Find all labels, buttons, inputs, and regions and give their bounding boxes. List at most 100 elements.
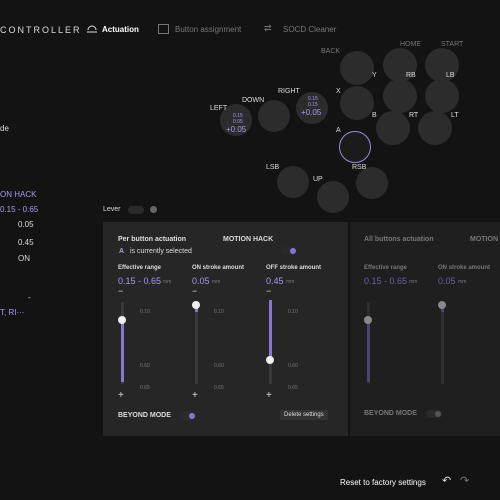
right-value: 0.15 xyxy=(308,102,318,108)
minus: − xyxy=(118,286,124,296)
left-value: +0.05 xyxy=(226,125,247,134)
tick-label: 0.60 xyxy=(140,363,150,369)
plus: + xyxy=(192,390,198,401)
slider-fill xyxy=(121,320,124,382)
column-value: 0.05 xyxy=(192,276,210,286)
reset-button[interactable]: Reset to factory settings xyxy=(340,478,426,487)
column-label: ON stroke amount xyxy=(438,265,491,271)
tick-label: 0.65 xyxy=(288,385,298,391)
selected-button: A xyxy=(119,248,125,255)
button-label: Y xyxy=(372,72,377,79)
tick-label: 0.60 xyxy=(288,363,298,369)
column-unit: mm xyxy=(163,279,172,285)
beyond-mode: BEYOND MODE xyxy=(364,410,417,417)
column-label: ON stroke amount xyxy=(192,265,245,271)
sidebar-item: T, RI··· xyxy=(0,308,25,317)
slider-knob xyxy=(192,301,200,309)
tab-icon: ⇄ xyxy=(264,23,272,33)
button-label: HOME xyxy=(400,41,421,48)
slider-knob xyxy=(438,301,446,309)
plus: + xyxy=(266,390,272,401)
slider-knob xyxy=(118,316,126,324)
slider-fill xyxy=(269,300,272,360)
button-label: LB xyxy=(446,72,455,79)
beyond-toggle[interactable] xyxy=(426,410,442,418)
motion-hack: MOTION HACK xyxy=(223,236,274,243)
slider-knob xyxy=(266,356,274,364)
sidebar-item: 0.45 xyxy=(18,238,34,247)
button-label: RIGHT xyxy=(278,88,300,95)
button-label: LT xyxy=(451,112,459,119)
sidebar-item: - xyxy=(28,293,31,302)
tick-label: 0.65 xyxy=(214,385,224,391)
slider-track xyxy=(441,302,444,384)
brand: CONTROLLER xyxy=(0,25,82,35)
sidebar-item: ON xyxy=(18,254,30,263)
button-circle xyxy=(418,111,452,145)
sidebar-item: de xyxy=(0,124,9,133)
button-label: LSB xyxy=(266,164,280,171)
button-circle xyxy=(220,104,252,136)
button-circle xyxy=(376,111,410,145)
tab[interactable]: Button assignment xyxy=(175,25,242,34)
button-label: RT xyxy=(409,112,419,119)
column-value: 0.15 - 0.65 xyxy=(364,276,408,286)
beyond-toggle[interactable] xyxy=(180,412,196,420)
motion-toggle[interactable] xyxy=(281,247,297,255)
right-value: +0.05 xyxy=(301,108,322,117)
column-unit: mm xyxy=(409,279,418,285)
lever-dot xyxy=(150,206,157,213)
column-value: 0.45 xyxy=(266,276,284,286)
delete-button[interactable]: Delete settings xyxy=(280,410,328,420)
plus: + xyxy=(118,390,124,401)
button-label: RSB xyxy=(352,164,367,171)
button-circle xyxy=(296,92,328,124)
tab[interactable]: Actuation xyxy=(102,25,139,34)
lever-toggle[interactable] xyxy=(128,206,144,214)
column-label: OFF stroke amount xyxy=(266,265,322,271)
button-label: X xyxy=(336,88,341,95)
beyond-mode: BEYOND MODE xyxy=(118,412,171,419)
button-circle xyxy=(425,79,459,113)
button-circle xyxy=(383,48,417,82)
button-circle xyxy=(317,181,349,213)
tab[interactable]: SOCD Cleaner xyxy=(283,25,337,34)
right-value: 0.15 xyxy=(308,96,318,102)
slider-track xyxy=(195,302,198,384)
button-circle xyxy=(340,86,374,120)
motion-hack: MOTION xyxy=(470,236,498,243)
column-value: 0.15 - 0.65 xyxy=(118,276,162,286)
button-label: BACK xyxy=(321,48,341,55)
button-label: RB xyxy=(406,72,416,79)
button-label: B xyxy=(372,112,377,119)
sidebar-item: 0.05 xyxy=(18,220,34,229)
button-label: DOWN xyxy=(242,97,265,104)
tab-icon xyxy=(158,24,169,34)
undo[interactable]: ↶ xyxy=(442,475,452,487)
lever-label: Lever xyxy=(103,206,121,213)
slider-knob xyxy=(364,316,372,324)
tick-label: 0.10 xyxy=(140,309,150,315)
tick-label: 0.60 xyxy=(214,363,224,369)
tick-label: 0.10 xyxy=(288,309,298,315)
button-circle xyxy=(258,100,290,132)
button-circle xyxy=(383,79,417,113)
column-unit: mm xyxy=(458,279,467,285)
column-label: Effective range xyxy=(364,265,408,271)
button-label: START xyxy=(441,41,464,48)
column-label: Effective range xyxy=(118,265,162,271)
panel-title: All buttons actuation xyxy=(364,236,434,243)
sidebar-item: ON HACK xyxy=(0,190,37,199)
all-buttons-panel xyxy=(350,222,500,436)
slider-fill xyxy=(367,320,370,382)
button-label: A xyxy=(336,127,341,134)
column-unit: mm xyxy=(212,279,221,285)
selected-circle xyxy=(339,131,371,163)
button-circle xyxy=(425,48,459,82)
column-unit: mm xyxy=(286,279,295,285)
per-button-panel xyxy=(103,222,348,436)
column-value: 0.05 xyxy=(438,276,456,286)
sidebar-item: 0.15 - 0.65 xyxy=(0,205,39,214)
redo[interactable]: ↷ xyxy=(460,475,470,487)
